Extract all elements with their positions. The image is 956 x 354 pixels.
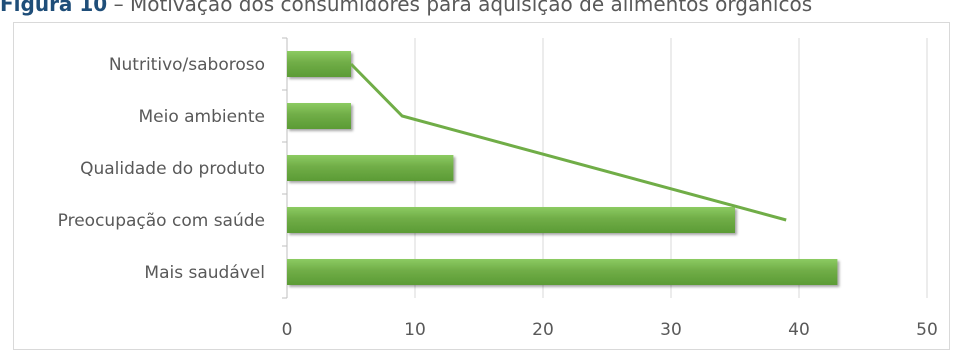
bar: [287, 51, 351, 77]
title-separator: –: [107, 0, 130, 16]
trendline-layer: [349, 62, 787, 222]
figure-label: Figura 10: [0, 0, 108, 16]
x-tick-label: 30: [660, 320, 682, 340]
category-label: Meio ambiente: [138, 107, 265, 127]
title-text: Motivação dos consumidores para aquisiçã…: [129, 0, 813, 16]
category-label: Mais saudável: [144, 263, 265, 283]
chart-area: [13, 22, 950, 350]
bar: [287, 103, 351, 129]
chart-title: Figura 10 – Motivação dos consumidores p…: [0, 0, 812, 16]
bar: [287, 207, 735, 233]
axes: [282, 37, 288, 299]
x-tick-label: 0: [282, 320, 293, 340]
labels: 0 10 20 30 40 50 Nutritivo/saboroso Meio ambien…: [58, 55, 938, 340]
bars: [287, 51, 838, 285]
bar: [287, 155, 454, 181]
x-tick-label: 50: [916, 320, 938, 340]
category-label: Nutritivo/saboroso: [109, 55, 265, 75]
bar: [287, 259, 838, 285]
trendline: [349, 62, 787, 222]
x-tick-label: 10: [404, 320, 426, 340]
x-tick-label: 20: [532, 320, 554, 340]
category-label: Qualidade do produto: [80, 159, 265, 179]
category-label: Preocupação com saúde: [58, 211, 265, 231]
x-tick-label: 40: [788, 320, 810, 340]
